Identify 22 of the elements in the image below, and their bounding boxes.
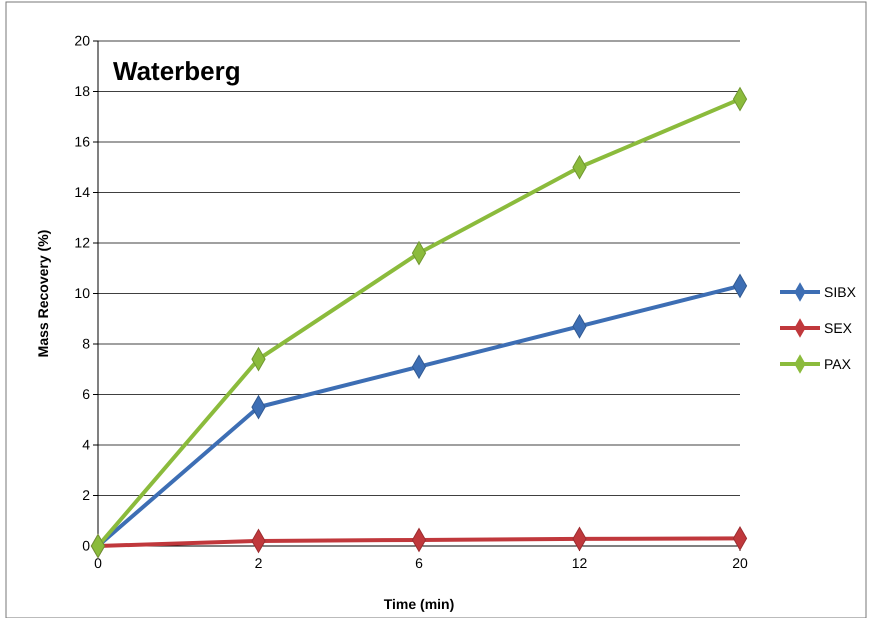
y-tick-label: 2: [82, 486, 90, 503]
legend-label: SEX: [824, 320, 853, 336]
y-tick-label: 12: [74, 234, 90, 250]
x-tick-label: 6: [415, 555, 424, 571]
y-tick-label: 10: [74, 284, 90, 301]
legend-label: PAX: [824, 356, 852, 372]
legend-label: SIBX: [824, 284, 857, 300]
y-axis-title: Mass Recovery (%): [35, 230, 51, 358]
y-tick-label: 6: [82, 386, 90, 402]
text: Waterberg: [113, 56, 241, 86]
y-tick-label: 4: [82, 436, 90, 452]
x-tick-label: 20: [732, 555, 748, 571]
y-tick-label: 16: [74, 133, 90, 150]
x-tick-label: 0: [94, 555, 102, 571]
x-tick-label: 12: [572, 555, 588, 571]
y-tick-label: 8: [82, 335, 90, 352]
y-tick-label: 14: [74, 184, 90, 200]
y-tick-label: 20: [74, 32, 90, 48]
x-tick-label: 2: [254, 555, 263, 571]
y-tick-label: 0: [82, 537, 90, 554]
y-tick-label: 18: [74, 82, 90, 99]
x-axis-title: Time (min): [384, 596, 454, 612]
